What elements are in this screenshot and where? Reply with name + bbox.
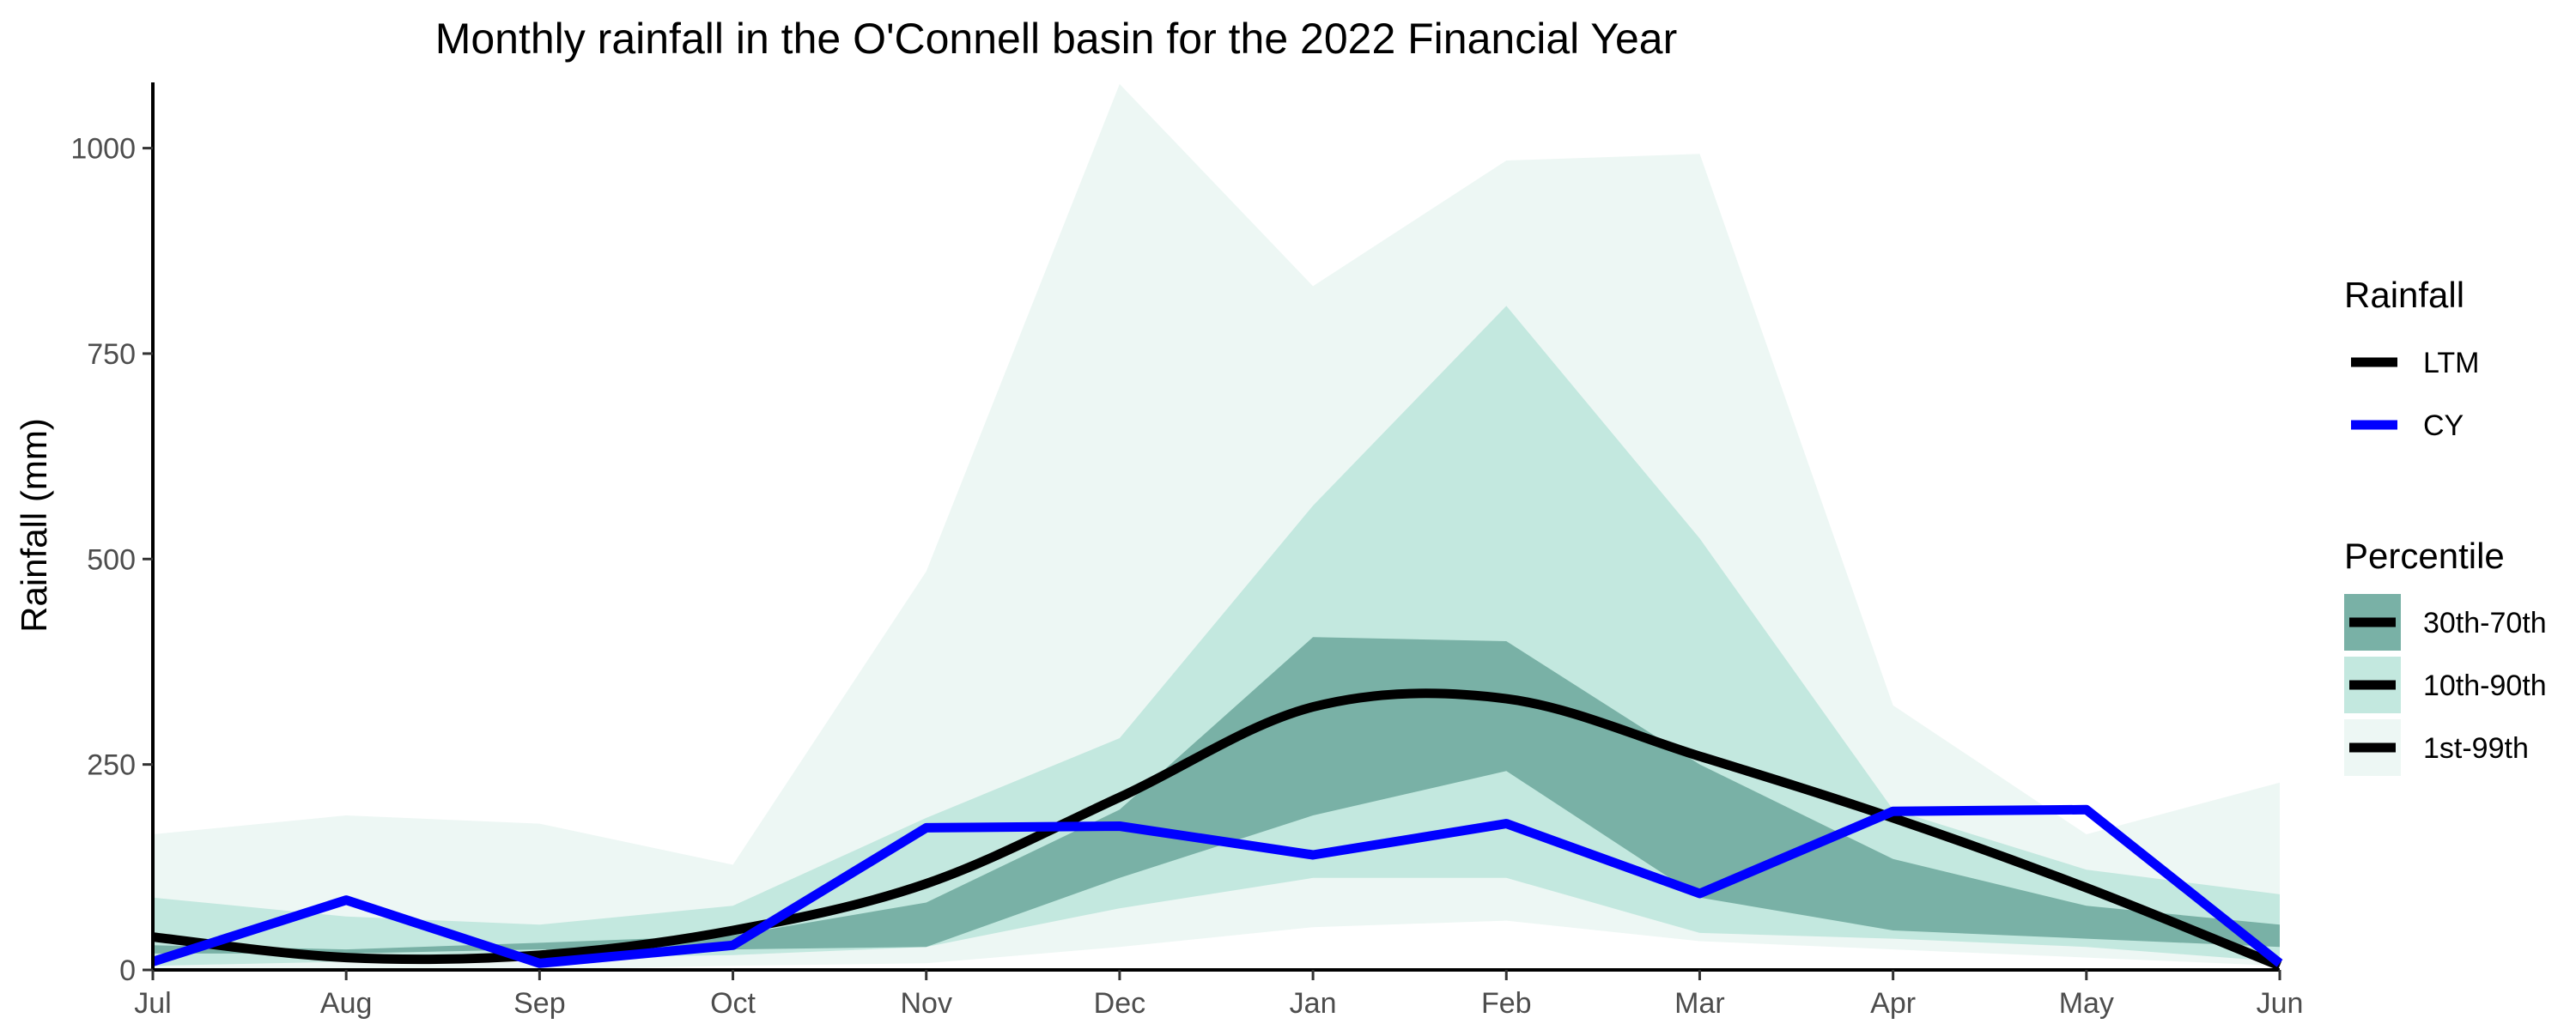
y-tick-label: 750 [87, 338, 136, 371]
x-tick-label: Sep [513, 987, 566, 1020]
x-tick-label: May [2059, 987, 2114, 1020]
series-line-CY [151, 804, 2283, 968]
legend-title-percentile: Percentile [2344, 536, 2505, 576]
legend-label-1st-99th: 1st-99th [2423, 732, 2529, 765]
x-tick-label: Aug [320, 987, 373, 1020]
x-tick-label: Jan [1290, 987, 1337, 1020]
rainfall-series [151, 688, 2283, 971]
y-axis-label: Rainfall (mm) [14, 418, 54, 633]
x-tick-label: Jun [2257, 987, 2304, 1020]
x-tick-label: Jul [134, 987, 171, 1020]
legend-title-rainfall: Rainfall [2344, 275, 2464, 315]
legend-label-CY: CY [2423, 409, 2464, 442]
x-tick-label: Feb [1481, 987, 1532, 1020]
chart-title: Monthly rainfall in the O'Connell basin … [435, 15, 1678, 63]
legend: Rainfall LTM CY Percentile 30th-70th 10th-90t… [2344, 275, 2547, 776]
legend-label-10th-90th: 10th-90th [2423, 670, 2547, 702]
x-tick-label: Oct [710, 987, 756, 1020]
legend-label-LTM: LTM [2423, 347, 2479, 379]
x-tick-label: Nov [900, 987, 951, 1020]
x-tick-label: Mar [1674, 987, 1725, 1020]
y-tick-label: 500 [87, 543, 136, 576]
axes: 0 250 500 750 1000 Jul Aug Sep Oct Nov Dec Jan Feb Ma… [70, 82, 2303, 1020]
x-tick-label: Apr [1870, 987, 1916, 1020]
y-tick-label: 1000 [70, 133, 136, 166]
y-tick-label: 250 [87, 749, 136, 782]
y-tick-label: 0 [119, 954, 136, 987]
legend-label-30th-70th: 30th-70th [2423, 607, 2547, 639]
x-tick-label: Dec [1094, 987, 1145, 1020]
